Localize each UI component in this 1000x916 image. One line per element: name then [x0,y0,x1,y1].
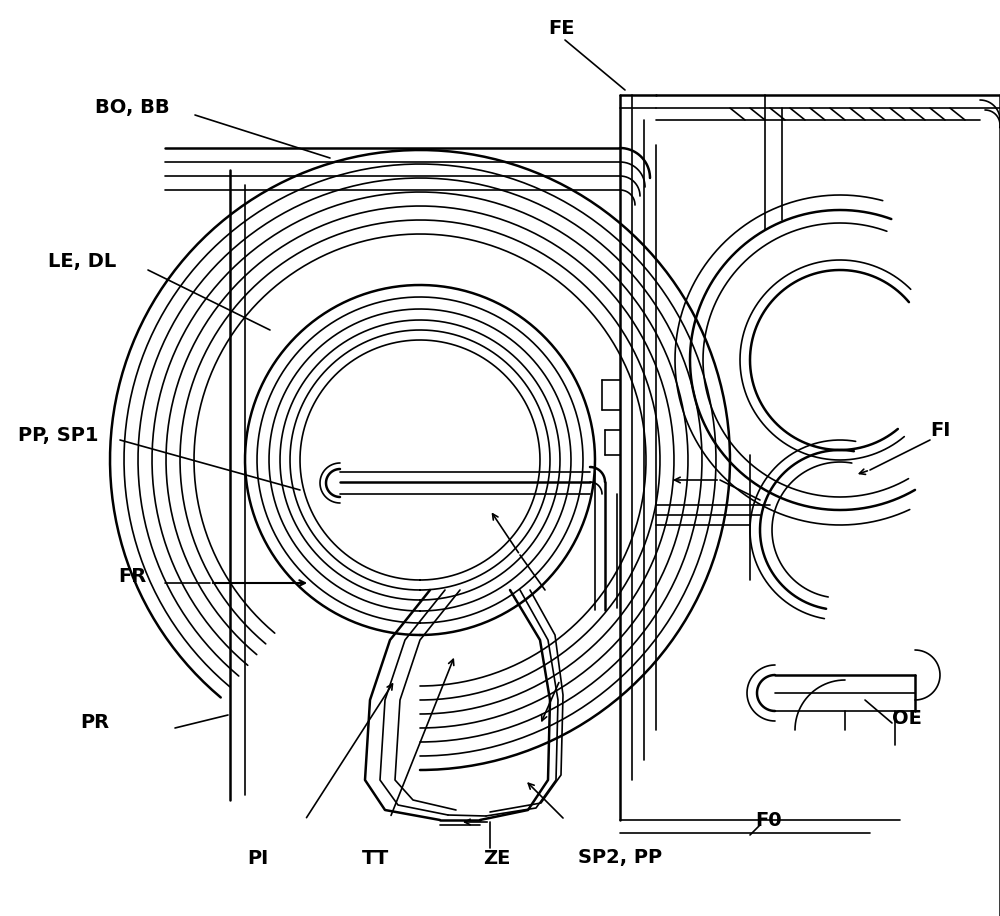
Text: FE: FE [548,18,574,38]
Text: F0: F0 [755,811,782,830]
Text: TT: TT [361,848,389,867]
Text: OE: OE [892,708,922,727]
Text: LE, DL: LE, DL [48,253,116,271]
Text: SP2, PP: SP2, PP [578,848,662,867]
Text: FI: FI [930,420,950,440]
Text: PI: PI [247,848,269,867]
Text: BO, BB: BO, BB [95,99,170,117]
Text: FR: FR [118,568,146,586]
Text: PR: PR [80,714,109,733]
Text: ZE: ZE [483,848,511,867]
Text: PP, SP1: PP, SP1 [18,426,98,444]
